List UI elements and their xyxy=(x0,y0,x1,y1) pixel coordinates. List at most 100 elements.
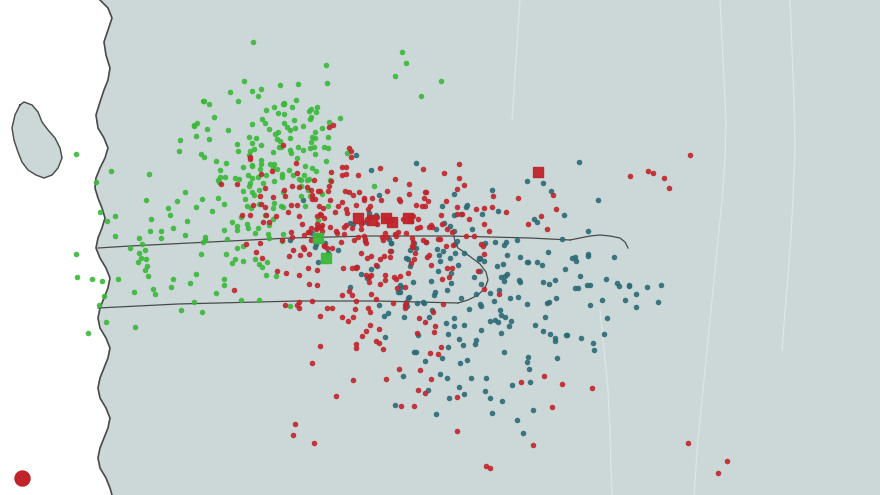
Point xyxy=(230,180,244,188)
Point xyxy=(452,335,466,343)
Point xyxy=(187,298,202,306)
Point xyxy=(345,224,359,232)
Point xyxy=(498,272,512,280)
Point xyxy=(493,290,507,297)
Point xyxy=(305,297,319,305)
Point xyxy=(312,202,326,210)
Point xyxy=(311,102,325,110)
Point xyxy=(622,282,636,290)
Point xyxy=(573,272,587,280)
Point xyxy=(248,134,262,142)
Point xyxy=(331,201,345,209)
Point xyxy=(436,169,451,177)
Point xyxy=(304,138,318,146)
Point xyxy=(399,299,413,307)
Point xyxy=(651,297,665,305)
Point xyxy=(403,262,417,270)
Point xyxy=(99,217,114,225)
Point xyxy=(270,267,284,275)
Point xyxy=(396,215,410,223)
Point xyxy=(228,255,242,263)
Point xyxy=(238,77,252,85)
Point xyxy=(446,241,460,248)
Point xyxy=(343,152,357,160)
Point xyxy=(233,296,247,304)
Point xyxy=(216,281,231,289)
Point xyxy=(409,244,423,252)
Point xyxy=(540,299,554,307)
Point xyxy=(236,242,250,249)
Point xyxy=(170,198,184,205)
Point xyxy=(392,272,407,280)
Point xyxy=(430,245,444,253)
Point xyxy=(402,246,416,253)
Point xyxy=(236,187,250,195)
Point xyxy=(411,215,425,223)
Point xyxy=(282,302,297,310)
Point xyxy=(252,200,266,208)
Point xyxy=(180,217,194,225)
Point xyxy=(311,234,325,242)
Point xyxy=(384,239,398,247)
Point xyxy=(362,278,376,286)
Point xyxy=(490,262,504,270)
Point xyxy=(548,334,562,342)
Point xyxy=(494,311,508,319)
Point xyxy=(611,280,625,288)
Point xyxy=(335,163,349,171)
Point xyxy=(288,420,302,428)
Point xyxy=(393,289,407,297)
Point xyxy=(202,135,216,143)
Point xyxy=(597,330,611,338)
Point xyxy=(216,200,231,208)
Point xyxy=(69,250,83,258)
Point xyxy=(416,165,430,173)
Point xyxy=(245,189,259,197)
Point xyxy=(436,300,450,308)
Point xyxy=(439,319,453,327)
Point xyxy=(513,278,527,286)
Point xyxy=(539,312,553,320)
Point xyxy=(284,182,298,190)
Point xyxy=(337,223,351,231)
Point xyxy=(317,143,331,150)
Point xyxy=(253,170,268,178)
Point xyxy=(479,462,493,470)
Point xyxy=(479,374,493,382)
Point xyxy=(248,255,262,263)
Point xyxy=(530,218,544,226)
Point xyxy=(478,240,492,248)
Point xyxy=(528,321,542,329)
Point xyxy=(519,358,533,366)
Point xyxy=(381,216,395,224)
Point xyxy=(378,252,392,260)
Point xyxy=(319,254,333,262)
Point xyxy=(372,326,386,334)
Point xyxy=(348,150,363,158)
Point xyxy=(345,264,359,272)
Point xyxy=(355,221,369,229)
Point xyxy=(267,160,281,168)
Point xyxy=(360,218,374,226)
Point xyxy=(378,213,392,221)
Point xyxy=(399,283,413,291)
Point xyxy=(402,180,416,188)
Point xyxy=(580,281,594,289)
Point xyxy=(349,264,363,272)
Point xyxy=(621,281,635,289)
Point xyxy=(377,345,391,353)
Point xyxy=(371,301,385,309)
Point xyxy=(519,300,533,308)
Point xyxy=(251,93,265,100)
Point xyxy=(189,203,203,211)
Point xyxy=(499,239,513,247)
Point xyxy=(311,187,325,195)
Point xyxy=(440,286,454,294)
Point xyxy=(312,342,326,350)
Point xyxy=(319,303,334,311)
Point xyxy=(334,239,348,247)
Point xyxy=(260,258,275,266)
Point xyxy=(339,221,353,229)
Point xyxy=(427,328,441,336)
Point xyxy=(146,286,160,294)
